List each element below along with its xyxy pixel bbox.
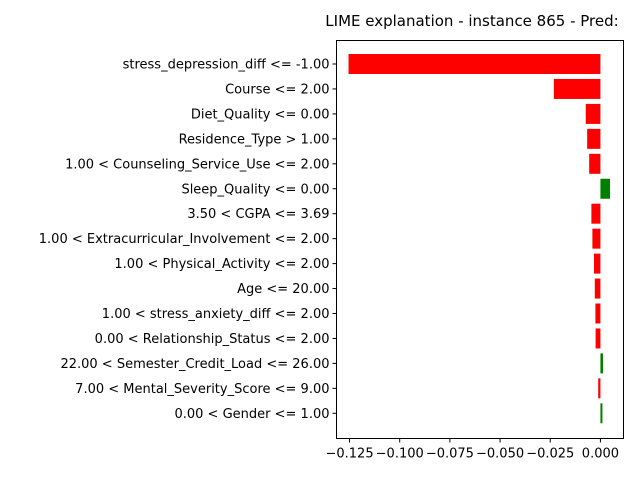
x-tick-label: −0.125 (325, 447, 373, 462)
y-tick-label: Course <= 2.00 (225, 82, 329, 97)
bar (594, 278, 601, 299)
y-tick-label: stress_depression_diff <= -1.00 (123, 58, 330, 73)
bar (600, 353, 604, 374)
y-tick-label: 1.00 < Extracurricular_Involvement <= 2.… (39, 232, 330, 247)
y-tick-label: 0.00 < Relationship_Status <= 2.00 (95, 332, 330, 347)
bar (595, 303, 601, 324)
y-tick-label: 22.00 < Semester_Credit_Load <= 26.00 (60, 357, 329, 372)
bar (587, 128, 601, 149)
y-tick-label: 3.50 < CGPA <= 3.69 (187, 207, 329, 222)
bar (593, 253, 601, 274)
bar (591, 203, 601, 224)
y-tick-label: 0.00 < Gender <= 1.00 (174, 407, 329, 422)
bar (592, 228, 601, 249)
y-tick-label: 1.00 < Counseling_Service_Use <= 2.00 (65, 157, 329, 172)
bar (598, 378, 601, 399)
bar (600, 178, 611, 199)
y-tick-labels: stress_depression_diff <= -1.00 Course <=… (39, 58, 337, 422)
x-ticks: −0.125 −0.100 −0.075 −0.050 −0.025 0.000 (325, 438, 619, 462)
y-tick-label: Age <= 20.00 (237, 282, 329, 297)
plot-frame (336, 40, 624, 439)
y-tick-label: Diet_Quality <= 0.00 (191, 107, 330, 122)
bar (600, 403, 603, 424)
x-tick-label: −0.075 (426, 447, 474, 462)
bars-group (348, 54, 611, 424)
bar (585, 103, 601, 124)
y-tick-label: 1.00 < Physical_Activity <= 2.00 (114, 257, 329, 272)
y-tick-label: Sleep_Quality <= 0.00 (181, 182, 329, 197)
y-tick-label: 7.00 < Mental_Severity_Score <= 9.00 (75, 382, 329, 397)
x-tick-label: 0.000 (582, 447, 619, 462)
chart-title: LIME explanation - instance 865 - Pred: (325, 12, 618, 30)
bar (553, 78, 601, 99)
bar (589, 153, 601, 174)
bar (595, 328, 601, 349)
y-tick-label: 1.00 < stress_anxiety_diff <= 2.00 (102, 307, 330, 322)
x-tick-label: −0.050 (476, 447, 524, 462)
x-tick-label: −0.100 (376, 447, 424, 462)
bar (348, 54, 601, 74)
x-tick-label: −0.025 (526, 447, 574, 462)
y-tick-label: Residence_Type > 1.00 (179, 132, 330, 147)
